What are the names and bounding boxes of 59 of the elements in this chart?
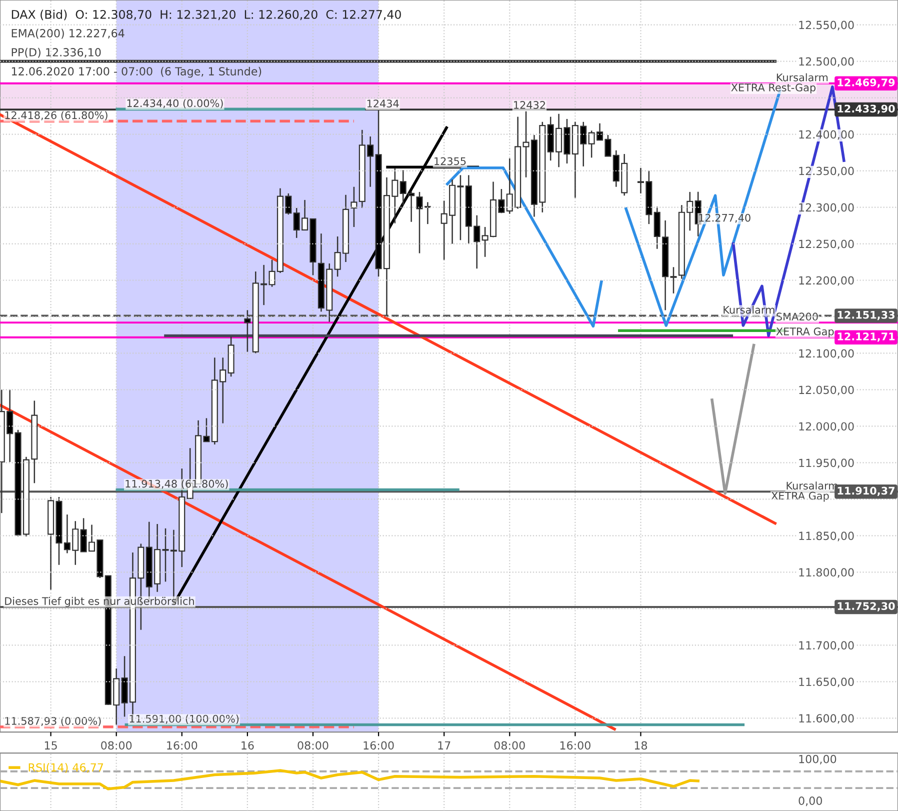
legend-label: RSI(14) 46,77 [28, 763, 104, 773]
y-tick-label: 12.050,00 [799, 386, 854, 396]
ref-line-label: 12.121,71 [838, 332, 895, 342]
annotation: Kursalarm [776, 73, 828, 82]
x-tick-label: 18 [634, 741, 648, 750]
x-tick-label: 08:00 [494, 741, 525, 750]
candlestick [350, 186, 358, 228]
annotation: Dieses Tief gibt es nur außerbörslich [5, 596, 194, 607]
line-series [446, 166, 603, 328]
ref-line-label: 12.469,79 [838, 78, 895, 88]
annotation: Kursalarm [786, 482, 838, 490]
annotation: 11.587,93 (0.00%) [5, 716, 101, 726]
annotation: EMA(200) 12.227,64 [12, 28, 124, 39]
x-tick-label: 08:00 [101, 741, 132, 750]
annotation: Kursalarm [724, 306, 774, 314]
y-tick-label: 11.700,00 [799, 641, 854, 651]
y-tick-label: 12.000,00 [799, 422, 854, 432]
ref-line-label: 11.910,37 [838, 486, 894, 496]
annotation: 12434 [367, 100, 399, 108]
annotation: 12.418,26 (61.80%) [5, 111, 108, 120]
y-tick-label: 100,00 [799, 754, 836, 764]
y-tick-label: 11.600,00 [799, 714, 854, 724]
annotation: 11.913,48 (61.80%) [126, 480, 228, 489]
annotation: XETRA Rest-Gap [731, 84, 816, 94]
annotation: 12432 [514, 101, 546, 109]
x-tick-label: 16:00 [560, 741, 590, 750]
x-tick-label: 08:00 [298, 741, 328, 750]
y-tick-label: 12.300,00 [799, 203, 854, 213]
x-tick-label: 16:00 [364, 741, 394, 750]
y-tick-label: 11.850,00 [799, 532, 854, 542]
annotation: PP(D) 12.336,10 [12, 48, 101, 58]
y-tick-label: 11.950,00 [799, 458, 854, 468]
y-tick-label: 12.550,00 [799, 20, 854, 30]
y-tick-label: 12.200,00 [799, 276, 854, 286]
annotation: 12.06.2020 17:00 - 07:00 (6 Tage, 1 Stunde) [12, 66, 262, 78]
y-tick-label: 11.800,00 [799, 568, 854, 578]
annotation: SMA200 [776, 312, 818, 321]
y-tick-label: 12.250,00 [799, 240, 854, 250]
annotation: 12355 [434, 157, 466, 166]
candlestick [244, 310, 251, 352]
x-tick-label: 15 [44, 741, 57, 750]
annotation: 12.434,40 (0.00%) [127, 99, 223, 108]
y-tick-label: 11.650,00 [799, 678, 854, 688]
y-tick-label: 12.400,00 [799, 130, 854, 140]
text: DAX (Bid) O: 12.308,70 H: 12.321,20 L: 12.260,20 C: 12.277,40 [12, 10, 401, 20]
ref-line-label: 12.151,33 [838, 310, 894, 320]
y-tick-label: 0,00 [798, 796, 822, 806]
x-tick-label: 16:00 [167, 741, 198, 750]
annotation: XETRA Gap [771, 492, 829, 502]
y-tick-label: 12.500,00 [799, 57, 854, 67]
x-tick-label: 16 [242, 741, 254, 750]
y-tick-label: 12.350,00 [799, 166, 854, 176]
y-tick-label: 12.100,00 [799, 349, 854, 359]
ref-line-label: 12.433,90 [838, 104, 895, 114]
annotation: XETRA Gap [776, 327, 834, 338]
x-tick-label: 17 [438, 741, 450, 750]
ref-line-label: 11.752,30 [838, 602, 895, 612]
annotation: 11.591,00 (100.00%) [130, 714, 239, 724]
annotation: 12.277,40 [699, 214, 750, 223]
